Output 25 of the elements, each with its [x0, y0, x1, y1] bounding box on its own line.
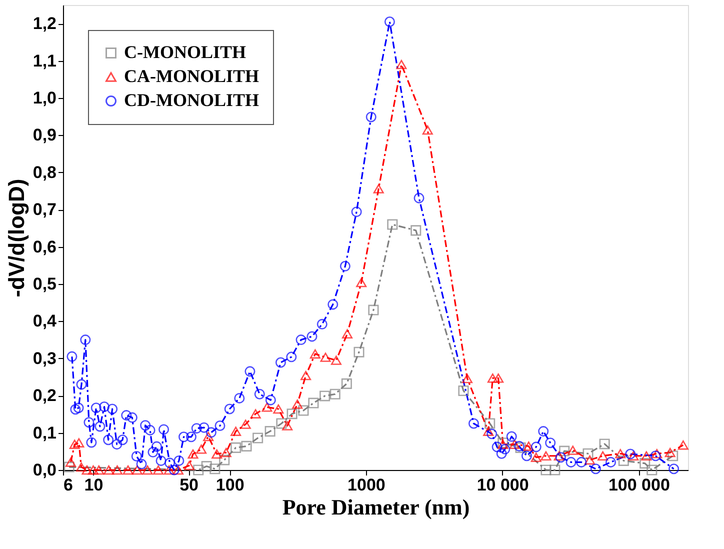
x-tick-label: 6	[64, 476, 73, 494]
x-tick-label: 100	[216, 476, 244, 494]
y-tick-label: 0,1	[32, 423, 56, 442]
y-tick-label: 0,7	[32, 200, 56, 220]
y-tick-label: 0,6	[32, 237, 56, 256]
y-tick-label: 1,1	[32, 51, 56, 70]
legend-label: C-MONOLITH	[124, 42, 246, 62]
legend-label: CD-MONOLITH	[124, 90, 259, 110]
x-tick-label: 10 000	[476, 476, 529, 494]
x-tick-label: 100 000	[608, 476, 670, 494]
x-axis-title: Pore Diameter (nm)	[282, 494, 470, 520]
y-tick-label: 0,8	[32, 162, 56, 182]
y-tick-label: 0,2	[32, 386, 56, 406]
y-tick-label: 1,0	[32, 88, 56, 108]
x-tick-label: 50	[180, 476, 199, 494]
y-tick-label: 0,0	[32, 460, 56, 480]
y-tick-label: 1,2	[32, 14, 56, 34]
y-tick-label: 0,5	[32, 274, 56, 294]
x-tick-label: 10	[84, 476, 104, 494]
y-tick-label: 0,3	[32, 348, 56, 368]
y-tick-label: 0,9	[32, 126, 56, 145]
y-axis-title: -dV/d(logD)	[4, 178, 29, 298]
y-tick-label: 0,4	[32, 312, 58, 331]
x-tick-label: 1000	[348, 476, 386, 494]
legend-label: CA-MONOLITH	[124, 66, 259, 86]
